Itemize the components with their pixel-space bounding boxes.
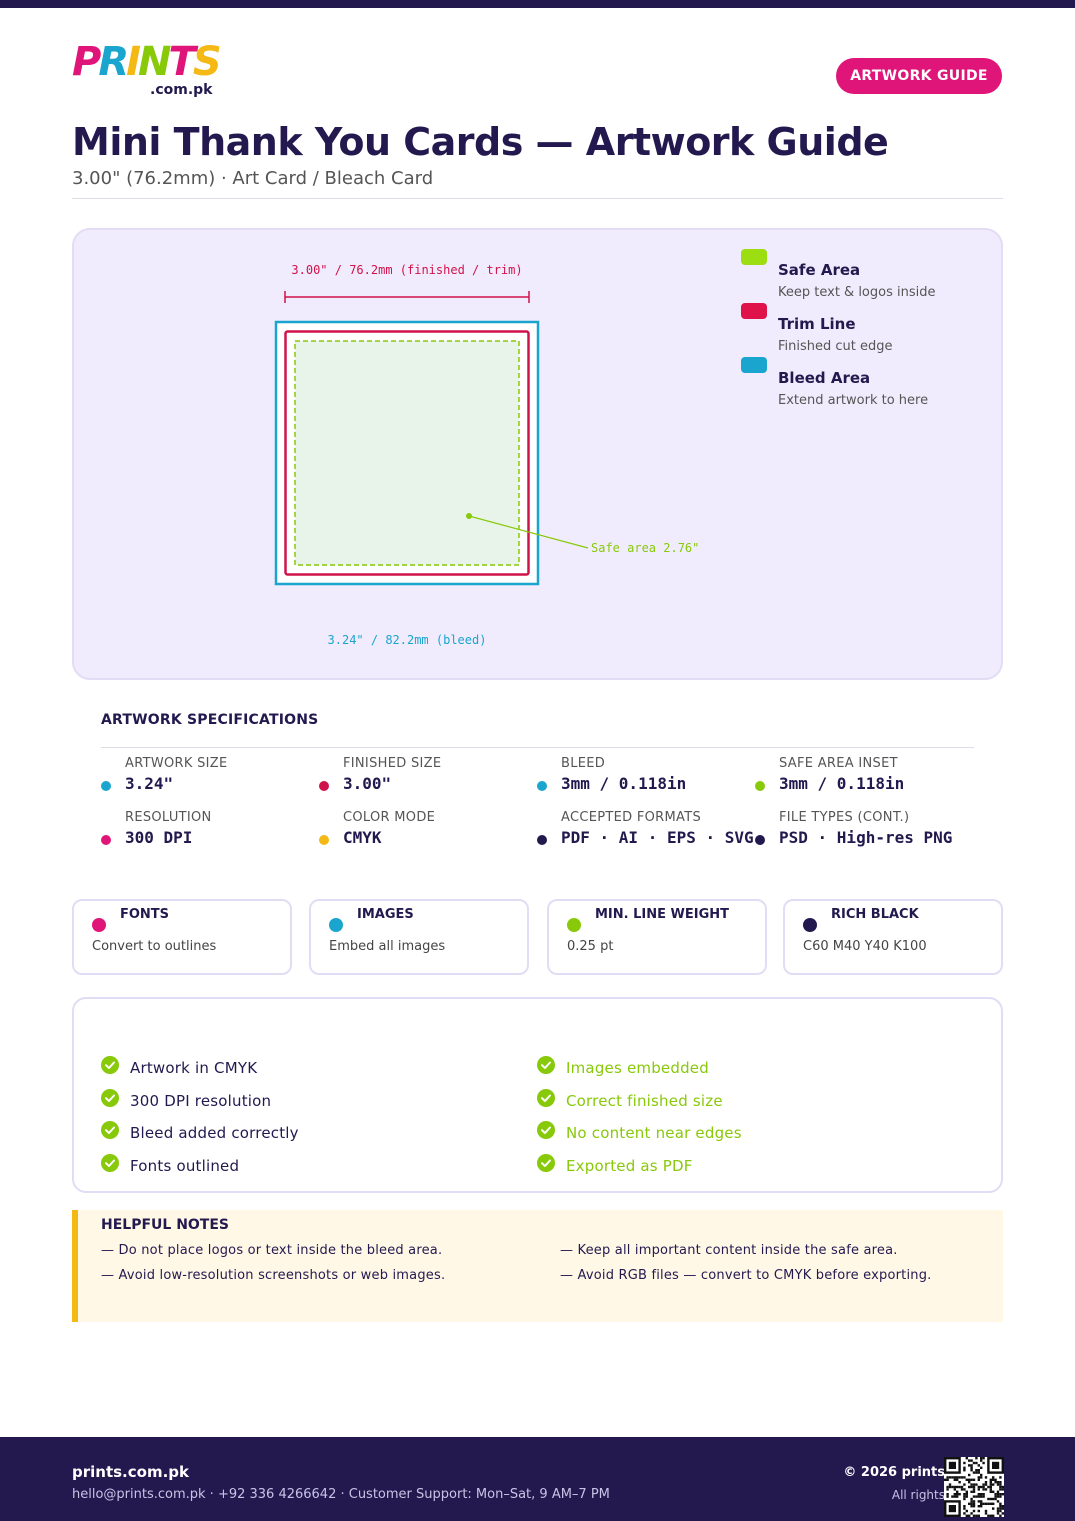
checklist-label: Exported as PDF (566, 1157, 693, 1175)
spec-label: ARTWORK SIZE (125, 756, 228, 771)
card-dot (92, 918, 106, 932)
card-images: IMAGES Embed all images (309, 899, 529, 975)
card-min-line-weight: MIN. LINE WEIGHT 0.25 pt (547, 899, 767, 975)
spec-label: FILE TYPES (CONT.) (779, 810, 910, 825)
safe-callout-line (468, 515, 589, 549)
note-item: — Do not place logos or text inside the … (101, 1243, 443, 1258)
artwork-guide-badge: ARTWORK GUIDE (836, 58, 1002, 94)
spec-dot (101, 781, 111, 791)
safe-area-callout: Safe area 2.76" (591, 541, 700, 555)
spec-value: 3.24" (125, 774, 174, 793)
card-description: Embed all images (329, 939, 446, 954)
spec-value: CMYK (343, 828, 382, 847)
safe-area-box (294, 340, 520, 566)
legend-description: Finished cut edge (778, 339, 893, 354)
note-item: — Keep all important content inside the … (560, 1243, 898, 1258)
footer-contact: hello@prints.com.pk · +92 336 4266642 · … (72, 1487, 610, 1502)
page-subtitle: 3.00" (76.2mm) · Art Card / Bleach Card (72, 168, 434, 189)
specifications-divider (101, 747, 974, 748)
spec-value: 3mm / 0.118in (779, 774, 905, 793)
spec-value: PDF · AI · EPS · SVG (561, 828, 754, 847)
spec-dot (755, 781, 765, 791)
card-title: FONTS (120, 907, 170, 922)
spec-dot (101, 835, 111, 845)
spec-value: PSD · High-res PNG (779, 828, 953, 847)
legend-swatch (741, 249, 767, 265)
spec-dot (319, 835, 329, 845)
check-circle-icon (537, 1089, 555, 1107)
check-circle-icon (101, 1121, 119, 1139)
card-description: C60 M40 Y40 K100 (803, 939, 927, 954)
card-dot (329, 918, 343, 932)
checklist-label: No content near edges (566, 1124, 742, 1142)
logo-letter: R (98, 39, 129, 85)
card-dot (567, 918, 581, 932)
note-item: — Avoid RGB files — convert to CMYK befo… (560, 1268, 932, 1283)
spec-value: 3mm / 0.118in (561, 774, 687, 793)
header-divider (72, 198, 1003, 199)
card-title: IMAGES (357, 907, 414, 922)
note-item: — Avoid low-resolution screenshots or we… (101, 1268, 446, 1283)
spec-label: COLOR MODE (343, 810, 436, 825)
logo-letter: P (72, 39, 101, 85)
legend-name: Bleed Area (778, 369, 871, 387)
logo-letter: N (138, 39, 172, 85)
checklist-label: Bleed added correctly (130, 1124, 299, 1142)
spec-label: BLEED (561, 756, 606, 771)
spec-dot (537, 781, 547, 791)
trim-dimension-label: 3.00" / 76.2mm (finished / trim) (291, 263, 523, 277)
check-circle-icon (537, 1154, 555, 1172)
check-circle-icon (537, 1121, 555, 1139)
page-footer (0, 1437, 1075, 1521)
specifications-heading: ARTWORK SPECIFICATIONS (101, 712, 319, 728)
legend-swatch (741, 303, 767, 319)
checklist-label: 300 DPI resolution (130, 1092, 272, 1110)
spec-dot (537, 835, 547, 845)
card-rich-black: RICH BLACK C60 M40 Y40 K100 (783, 899, 1003, 975)
logo-suffix: .com.pk (150, 82, 213, 98)
checklist-label: Images embedded (566, 1059, 709, 1077)
card-description: 0.25 pt (567, 939, 614, 954)
helpful-notes-box (72, 1210, 1003, 1322)
brand-logo[interactable]: PRINTS .com.pk (72, 42, 232, 102)
top-accent-bar (0, 0, 1075, 8)
card-title: MIN. LINE WEIGHT (595, 907, 729, 922)
checklist-label: Fonts outlined (130, 1157, 240, 1175)
legend-name: Safe Area (778, 261, 861, 279)
logo-letter: I (126, 39, 141, 85)
checklist-label: Artwork in CMYK (130, 1059, 258, 1077)
footer-rights: All rights (891, 1488, 945, 1502)
card-dot (803, 918, 817, 932)
spec-label: SAFE AREA INSET (779, 756, 898, 771)
check-circle-icon (101, 1056, 119, 1074)
page-title: Mini Thank You Cards — Artwork Guide (72, 120, 889, 164)
check-circle-icon (101, 1154, 119, 1172)
helpful-notes-heading: HELPFUL NOTES (101, 1217, 230, 1233)
logo-wordmark: PRINTS (72, 39, 222, 85)
spec-dot (755, 835, 765, 845)
spec-value: 300 DPI (125, 828, 193, 847)
footer-site-link[interactable]: prints.com.pk (72, 1463, 189, 1481)
checklist-label: Correct finished size (566, 1092, 723, 1110)
legend-description: Keep text & logos inside (778, 285, 936, 300)
spec-value: 3.00" (343, 774, 392, 793)
spec-label: RESOLUTION (125, 810, 212, 825)
card-size-diagram (274, 291, 589, 586)
footer-copyright: © 2026 prints (843, 1465, 945, 1480)
legend-swatch (741, 357, 767, 373)
logo-letter: T (168, 39, 196, 85)
check-circle-icon (101, 1089, 119, 1107)
check-circle-icon (537, 1056, 555, 1074)
legend-name: Trim Line (778, 315, 856, 333)
legend-description: Extend artwork to here (778, 393, 929, 408)
spec-label: ACCEPTED FORMATS (561, 810, 702, 825)
logo-letter: S (192, 39, 222, 85)
spec-label: FINISHED SIZE (343, 756, 442, 771)
card-title: RICH BLACK (831, 907, 919, 922)
qr-code-icon[interactable] (944, 1457, 1004, 1517)
card-description: Convert to outlines (92, 939, 217, 954)
card-fonts: FONTS Convert to outlines (72, 899, 292, 975)
spec-dot (319, 781, 329, 791)
bleed-dimension-label: 3.24" / 82.2mm (bleed) (327, 633, 487, 647)
